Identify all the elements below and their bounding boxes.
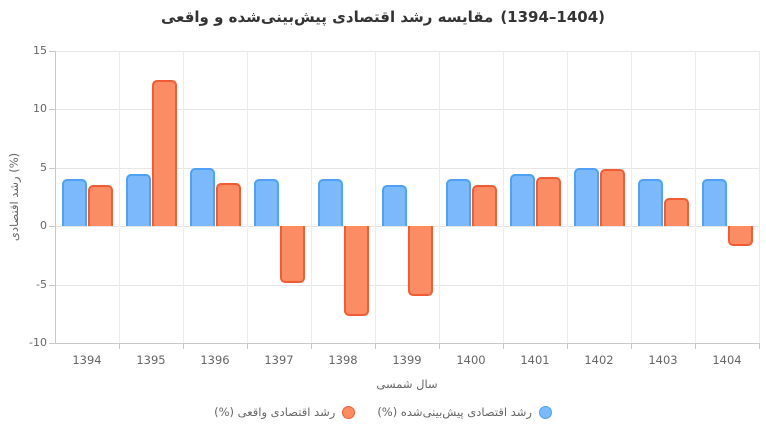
gridline-vertical: [567, 51, 568, 343]
x-tick-mark: [439, 343, 440, 349]
chart-title: مقایسه رشد اقتصادی پیش‌بینی‌شده و واقعی …: [0, 6, 766, 28]
x-tick-label: 1395: [136, 353, 166, 367]
bar-actual-1402[interactable]: [599, 168, 625, 227]
bar-predicted-1398[interactable]: [317, 179, 343, 227]
legend-item-actual[interactable]: رشد اقتصادی واقعی (%): [214, 405, 356, 419]
bar-predicted-1402[interactable]: [573, 167, 599, 227]
gridline-vertical: [183, 51, 184, 343]
y-tick-mark: [49, 167, 55, 169]
y-tick-label: 0: [40, 219, 47, 233]
legend: رشد اقتصادی پیش‌بینی‌شده (%) رشد اقتصادی…: [0, 401, 766, 423]
bar-predicted-1396[interactable]: [189, 167, 215, 227]
y-tick-label: 10: [33, 102, 47, 116]
x-tick-label: 1404: [712, 353, 742, 367]
chart-title-text: مقایسه رشد اقتصادی پیش‌بینی‌شده و واقعی: [160, 8, 494, 26]
x-tick-label: 1399: [392, 353, 422, 367]
gridline-horizontal: [55, 226, 759, 228]
bar-actual-1403[interactable]: [663, 198, 689, 227]
bar-actual-1398[interactable]: [343, 226, 369, 317]
bar-actual-1395[interactable]: [151, 80, 177, 227]
x-tick-mark: [631, 343, 632, 349]
bar-predicted-1397[interactable]: [253, 179, 279, 227]
bar-predicted-1395[interactable]: [125, 173, 151, 227]
bar-actual-1404[interactable]: [727, 226, 753, 247]
y-tick-mark: [49, 343, 55, 344]
legend-marker-actual-icon: [342, 405, 356, 419]
y-tick-label: 15: [33, 44, 47, 57]
x-tick-mark: [119, 343, 120, 349]
x-tick-label: 1398: [328, 353, 358, 367]
bar-predicted-1400[interactable]: [445, 179, 471, 227]
y-tick-mark: [49, 284, 55, 286]
gridline-horizontal: [55, 109, 759, 111]
bar-predicted-1403[interactable]: [637, 179, 663, 227]
plot-area: [55, 51, 760, 343]
y-tick-label: 5: [40, 160, 47, 174]
legend-label-predicted: رشد اقتصادی پیش‌بینی‌شده (%): [377, 405, 532, 419]
x-tick-label: 1396: [200, 353, 230, 367]
x-tick-mark: [759, 343, 760, 349]
x-tick-mark: [247, 343, 248, 349]
gridline-vertical: [247, 51, 248, 343]
x-axis-title: سال شمسی: [376, 377, 438, 391]
x-tick-mark: [311, 343, 312, 349]
y-tick-mark: [49, 226, 55, 228]
gridline-vertical: [695, 51, 696, 343]
x-tick-label: 1397: [264, 353, 294, 367]
bar-predicted-1404[interactable]: [701, 179, 727, 227]
x-tick-label: 1394: [72, 353, 102, 367]
bar-predicted-1401[interactable]: [509, 173, 535, 227]
x-axis-line: [55, 343, 760, 344]
legend-marker-predicted-icon: [538, 405, 552, 419]
legend-label-actual: رشد اقتصادی واقعی (%): [214, 405, 336, 419]
bar-actual-1401[interactable]: [535, 177, 561, 227]
x-tick-mark: [375, 343, 376, 349]
x-tick-mark: [503, 343, 504, 349]
y-tick-label: -5: [36, 277, 47, 291]
gridline-vertical: [503, 51, 504, 343]
x-tick-mark: [695, 343, 696, 349]
x-tick-label: 1402: [584, 353, 614, 367]
gridline-vertical: [311, 51, 312, 343]
x-tick-label: 1401: [520, 353, 550, 367]
x-tick-label: 1400: [456, 353, 486, 367]
gridline-horizontal: [55, 284, 759, 286]
gridline-vertical: [439, 51, 440, 343]
bar-actual-1396[interactable]: [215, 182, 241, 227]
gridline-horizontal: [55, 167, 759, 169]
y-axis-line: [55, 51, 56, 343]
bar-actual-1394[interactable]: [87, 185, 113, 227]
bar-actual-1397[interactable]: [279, 226, 305, 284]
x-tick-mark: [567, 343, 568, 349]
gridline-vertical: [631, 51, 632, 343]
bar-actual-1400[interactable]: [471, 185, 497, 227]
x-tick-mark: [183, 343, 184, 349]
legend-item-predicted[interactable]: رشد اقتصادی پیش‌بینی‌شده (%): [377, 405, 552, 419]
gridline-vertical: [759, 51, 760, 343]
bar-actual-1399[interactable]: [407, 226, 433, 297]
y-tick-mark: [49, 109, 55, 111]
gridline-horizontal: [55, 51, 759, 52]
gridline-vertical: [375, 51, 376, 343]
y-tick-mark: [49, 51, 55, 52]
bar-predicted-1399[interactable]: [381, 185, 407, 227]
gridline-vertical: [119, 51, 120, 343]
y-tick-label: -10: [29, 336, 47, 349]
x-tick-label: 1403: [648, 353, 678, 367]
chart-title-year-range: (1394–1404): [500, 8, 606, 26]
bar-predicted-1394[interactable]: [61, 179, 87, 227]
